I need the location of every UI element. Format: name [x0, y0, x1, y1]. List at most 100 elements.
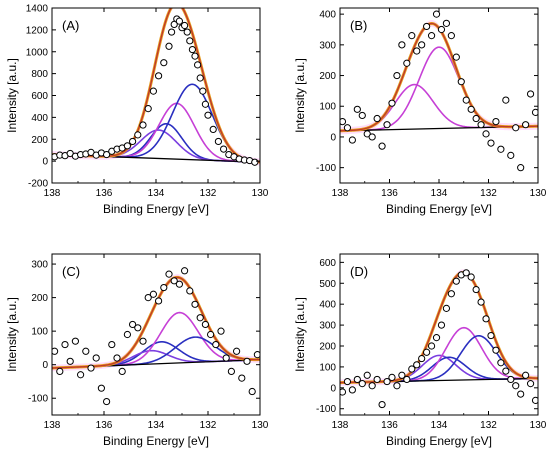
- plot-area: [52, 8, 260, 166]
- data-point: [248, 387, 256, 396]
- data-point: [129, 137, 137, 146]
- data-point: [186, 287, 194, 295]
- data-point: [113, 354, 121, 362]
- data-point: [71, 337, 80, 345]
- data-point: [388, 373, 396, 381]
- data-point: [408, 32, 416, 40]
- data-point: [199, 87, 207, 95]
- data-point: [373, 114, 381, 123]
- x-axis-title: Binding Energy [eV]: [386, 202, 492, 216]
- data-point: [97, 384, 106, 392]
- x-tick-label: 134: [431, 188, 448, 199]
- x-tick-label: 134: [148, 188, 165, 199]
- data-point: [531, 108, 538, 116]
- data-point: [452, 53, 460, 61]
- x-tick-label: 132: [200, 188, 217, 199]
- data-point: [155, 72, 163, 80]
- data-point: [512, 382, 520, 390]
- y-tick-label: -100: [316, 404, 336, 415]
- x-tick-label: 138: [44, 420, 61, 431]
- data-point: [52, 347, 59, 355]
- y-tick-label: 400: [319, 300, 336, 311]
- data-point: [168, 28, 176, 36]
- data-point: [238, 374, 246, 382]
- fit-envelope: [52, 8, 260, 163]
- data-point: [432, 334, 441, 342]
- data-point: [186, 37, 194, 45]
- data-point: [427, 32, 436, 40]
- x-tick-label: 136: [96, 420, 113, 431]
- data-point: [477, 121, 485, 129]
- data-point: [103, 397, 111, 406]
- data-point: [194, 61, 202, 69]
- y-tick-label: 200: [31, 135, 48, 146]
- x-tick-label: 134: [148, 420, 165, 431]
- data-point: [497, 359, 505, 367]
- data-point: [378, 400, 386, 409]
- data-point: [427, 342, 436, 350]
- chart-panel-4: 138 136 134 132 130 -100 0 100 200 300 400 500 600 Bi…: [293, 253, 547, 448]
- x-axis-title: Binding Energy [eV]: [103, 434, 209, 448]
- y-tick-label: -100: [316, 163, 336, 174]
- y-tick-label: 0: [42, 360, 48, 371]
- data-point: [144, 105, 152, 113]
- data-point: [340, 117, 347, 126]
- x-tick-label: 130: [252, 188, 269, 199]
- y-tick-label: 200: [319, 71, 336, 82]
- data-point: [129, 320, 137, 329]
- data-point: [472, 285, 480, 294]
- data-point: [482, 130, 490, 138]
- data-point: [170, 277, 178, 285]
- y-tick-label: 0: [330, 132, 336, 143]
- data-point: [378, 142, 386, 150]
- data-point: [340, 388, 347, 396]
- data-point: [482, 315, 490, 323]
- chart-panel-3: 138 136 134 132 130 -100 0 100 200 300 Binding Ene…: [5, 253, 269, 448]
- y-tick-label: 300: [319, 321, 336, 332]
- data-point: [502, 367, 510, 375]
- data-point: [423, 22, 431, 31]
- component-peak-4: [52, 83, 260, 163]
- data-point: [348, 136, 356, 144]
- data-point: [233, 347, 241, 355]
- data-point: [66, 357, 74, 365]
- fit-sum: [52, 8, 260, 164]
- data-point: [388, 99, 396, 107]
- y-tick-label: -100: [28, 394, 48, 405]
- data-point: [423, 348, 431, 356]
- data-point: [526, 90, 535, 98]
- data-point: [181, 267, 189, 275]
- y-tick-label: 400: [319, 10, 336, 21]
- y-tick-label: 300: [31, 260, 48, 271]
- y-tick-label: 100: [319, 362, 336, 373]
- data-point: [418, 354, 426, 363]
- data-point: [447, 32, 455, 40]
- data-point: [398, 41, 406, 49]
- data-point: [209, 125, 217, 134]
- data-point: [507, 375, 515, 384]
- y-tick-label: 0: [330, 383, 336, 394]
- data-point: [196, 314, 204, 322]
- data-point: [522, 121, 530, 129]
- plot-area: [340, 269, 538, 409]
- y-axis-title: Intensity [a.u.]: [5, 58, 19, 133]
- panel-label: (B): [350, 18, 367, 33]
- data-point: [188, 45, 196, 54]
- y-tick-label: 600: [31, 91, 48, 102]
- y-tick-label: 1000: [26, 47, 49, 58]
- data-point: [393, 71, 401, 80]
- data-point: [181, 21, 189, 30]
- data-point: [368, 382, 376, 390]
- panel-label: (C): [62, 264, 80, 279]
- y-tick-label: 200: [319, 342, 336, 353]
- data-point: [517, 164, 525, 172]
- fit-band: [340, 19, 538, 135]
- plot-frame: [51, 253, 261, 416]
- data-point: [472, 114, 480, 123]
- y-tick-label: 1200: [26, 25, 49, 36]
- data-point: [457, 78, 465, 86]
- fit-envelope: [340, 271, 538, 384]
- y-axis-title: Intensity [a.u.]: [5, 297, 19, 372]
- x-tick-label: 130: [252, 420, 269, 431]
